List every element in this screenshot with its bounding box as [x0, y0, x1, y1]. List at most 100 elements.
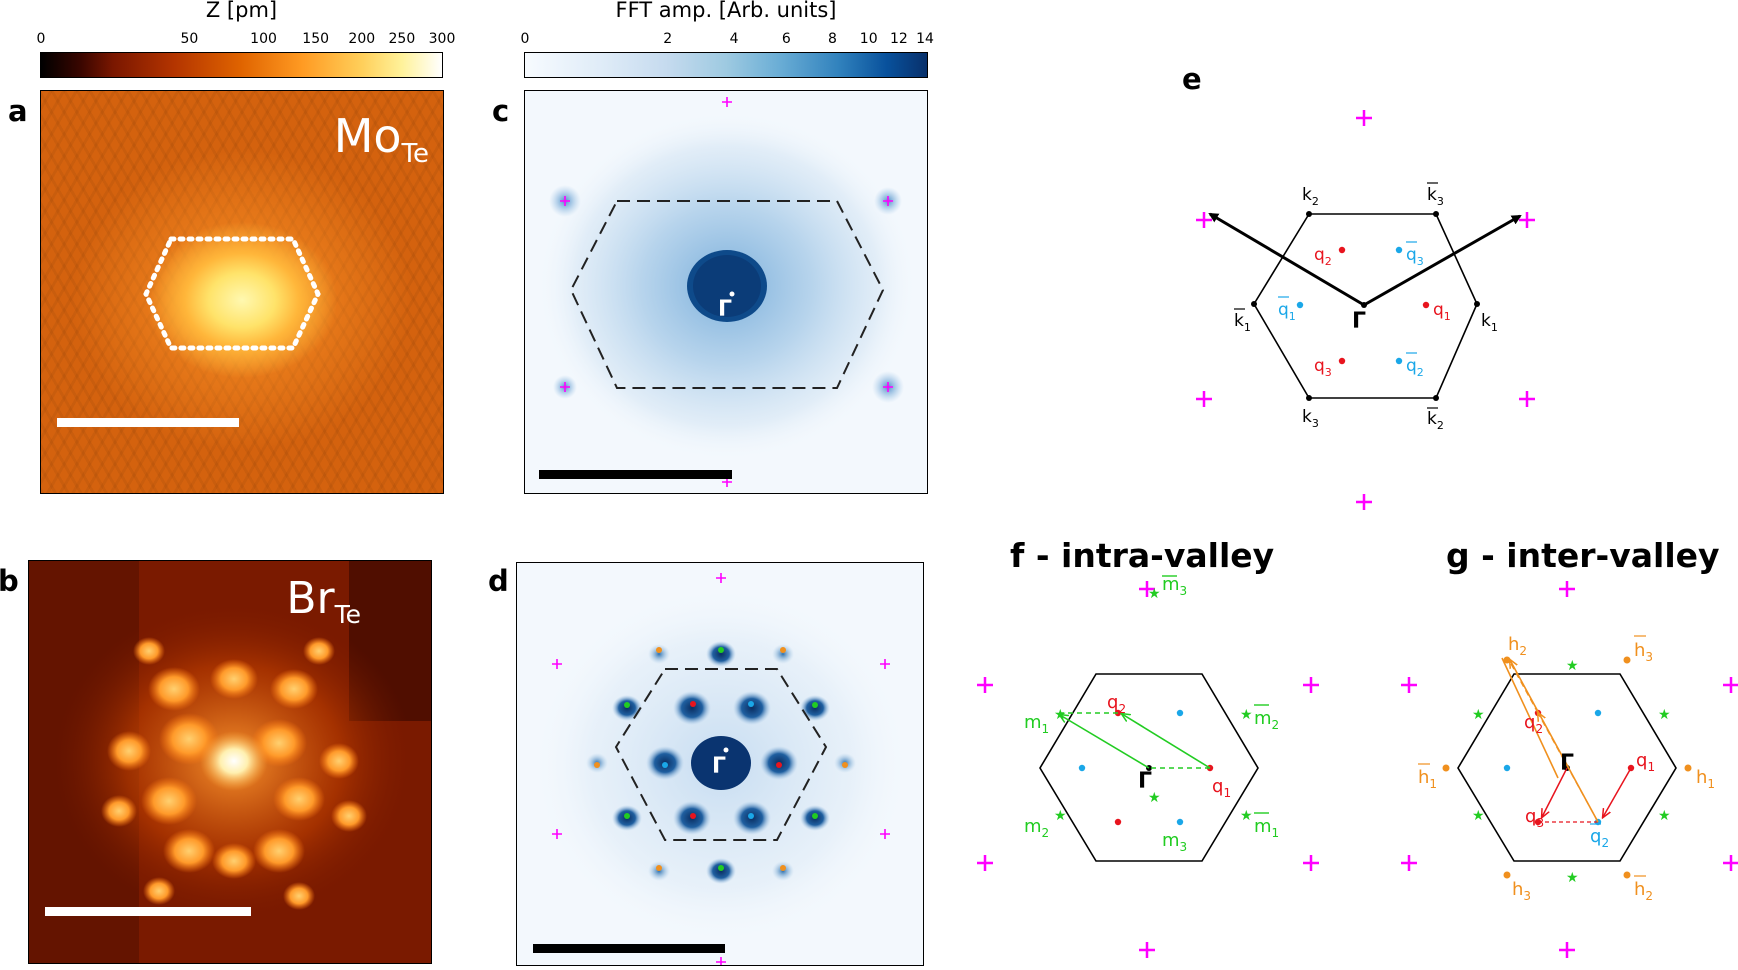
h3-label: h3 — [1512, 879, 1531, 903]
gamma-label: Γ — [1352, 309, 1366, 334]
svg-text:★: ★ — [1240, 808, 1253, 824]
svg-text:★: ★ — [1054, 707, 1067, 723]
dots-blue — [662, 701, 754, 819]
mbar2-label: m2 — [1254, 708, 1279, 732]
scale-bar — [533, 944, 725, 953]
q1-label: q1 — [1433, 300, 1451, 323]
svg-text:★: ★ — [1148, 790, 1161, 806]
colorbar-fft-tick: 2 — [663, 31, 673, 47]
colorbar-z-tick: 250 — [388, 31, 416, 47]
colorbar-fft-tick: 8 — [828, 31, 837, 47]
colorbar-z-tick: 50 — [180, 31, 199, 47]
panel-label-a: a — [8, 94, 28, 128]
k3-label: k3 — [1302, 407, 1319, 430]
bragg-markers — [1401, 581, 1738, 958]
svg-text:★: ★ — [1472, 808, 1485, 824]
panel-title-g: g - inter-valley — [1446, 536, 1720, 575]
scale-bar — [57, 418, 239, 427]
svg-text:★: ★ — [1472, 707, 1485, 723]
colorbar-fft-tick: 0 — [520, 31, 530, 47]
colorbar-z-tick: 200 — [348, 31, 376, 47]
gamma-label: Γ — [718, 297, 732, 322]
svg-text:★: ★ — [1148, 586, 1161, 602]
star-markers: ★ ★ ★ ★ ★ ★ — [1054, 586, 1253, 824]
gamma-label: Γ — [1560, 751, 1574, 776]
qbar2-label: q2 — [1406, 356, 1424, 379]
colorbar-fft-tick: 10 — [859, 31, 878, 47]
colorbar-fft: 0 2 4 6 8 10 12 14 — [521, 31, 934, 78]
panel-label-b: b — [0, 564, 19, 598]
fft-c-svg: Γ — [537, 97, 917, 487]
q1-label: q1 — [1212, 776, 1231, 800]
colorbar-z: 0 50 100 150 200 250 300 — [37, 31, 455, 78]
dotted-hexagon — [143, 236, 321, 351]
hbar3-label: h3 — [1634, 640, 1653, 664]
dots-green — [624, 647, 818, 871]
brillouin-zone-dashed — [569, 200, 885, 389]
dots-orange — [594, 647, 848, 871]
qbar3-label: q3 — [1406, 245, 1424, 268]
colorbar-z-tick: 100 — [250, 31, 277, 47]
hbar2-label: h2 — [1634, 879, 1653, 903]
q3-label: q3 — [1314, 356, 1332, 379]
fft-image-br-te: Γ — [516, 562, 924, 966]
colorbar-z-tick: 150 — [302, 31, 330, 47]
panel-title-f: f - intra-valley — [1010, 536, 1275, 575]
m2-label: m2 — [1024, 816, 1049, 840]
colorbar-fft-tick: 4 — [729, 31, 739, 47]
kbar2-label: k2 — [1427, 409, 1444, 432]
bragg-markers — [560, 97, 893, 487]
m3-label: m3 — [1162, 830, 1187, 854]
defect-sub: Te — [334, 599, 361, 629]
q1-label: q1 — [1636, 750, 1655, 774]
bragg-markers — [552, 573, 890, 965]
fft-d-svg: Γ — [531, 573, 911, 965]
defect-sub: Te — [401, 139, 429, 170]
colorbar-fft-tick: 14 — [916, 31, 934, 47]
bz-diagram-f: ★ ★ ★ ★ ★ ★ Γ q2 q1 m1 m2 m3 m3 m2 m1 — [977, 574, 1319, 958]
bragg-markers — [1196, 110, 1535, 510]
panel-label-d: d — [488, 564, 509, 598]
hbar1-label: h1 — [1418, 767, 1437, 791]
q3-label: q3 — [1525, 806, 1544, 830]
scale-bar — [539, 470, 732, 479]
defect-name: Br — [286, 573, 335, 624]
k1-label: k1 — [1481, 311, 1498, 334]
defect-name: Mo — [333, 109, 402, 163]
colorbar-fft-title: FFT amp. [Arb. units] — [615, 0, 837, 22]
dots-red — [690, 701, 782, 819]
svg-text:★: ★ — [1658, 808, 1671, 824]
kbar3-label: k3 — [1427, 185, 1444, 208]
reciprocal-vector-arrow — [1208, 212, 1365, 307]
defect-label-mo-te: MoTe — [334, 109, 429, 169]
mbar3-label: m3 — [1162, 574, 1187, 598]
scattering-arrow — [1603, 767, 1632, 817]
bragg-markers — [977, 581, 1319, 958]
svg-text:★: ★ — [1658, 707, 1671, 723]
gamma-label: Γ — [1138, 769, 1152, 794]
stm-image-br-te: BrTe — [28, 560, 432, 964]
brillouin-zone — [1457, 673, 1677, 862]
orange-dots — [1442, 656, 1692, 879]
br-te-pattern — [29, 561, 431, 963]
stm-image-mo-te: MoTe — [40, 90, 444, 494]
h1-label: h1 — [1696, 767, 1715, 791]
defect-label-br-te: BrTe — [286, 573, 361, 629]
svg-text:★: ★ — [1054, 808, 1067, 824]
m1-label: m1 — [1024, 712, 1049, 736]
colorbar-z-tick: 0 — [36, 31, 46, 47]
colorbar-fft-tick: 6 — [781, 31, 791, 47]
fft-image-mo-te: Γ — [524, 90, 928, 494]
scattering-arrow — [1060, 715, 1150, 769]
colorbar-fft-tick: 12 — [889, 31, 908, 47]
k2-label: k2 — [1302, 185, 1319, 208]
qbar1-label: q1 — [1278, 300, 1296, 323]
q2-label: q2 — [1107, 692, 1126, 716]
scattering-arrow — [1122, 714, 1211, 769]
colorbar-z-title: Z [pm] — [205, 0, 278, 22]
svg-text:★: ★ — [1566, 658, 1579, 674]
svg-text:★: ★ — [1566, 870, 1579, 886]
panel-label-e: e — [1182, 62, 1202, 96]
scale-bar — [45, 907, 251, 916]
reciprocal-vector-arrow — [1363, 214, 1522, 307]
